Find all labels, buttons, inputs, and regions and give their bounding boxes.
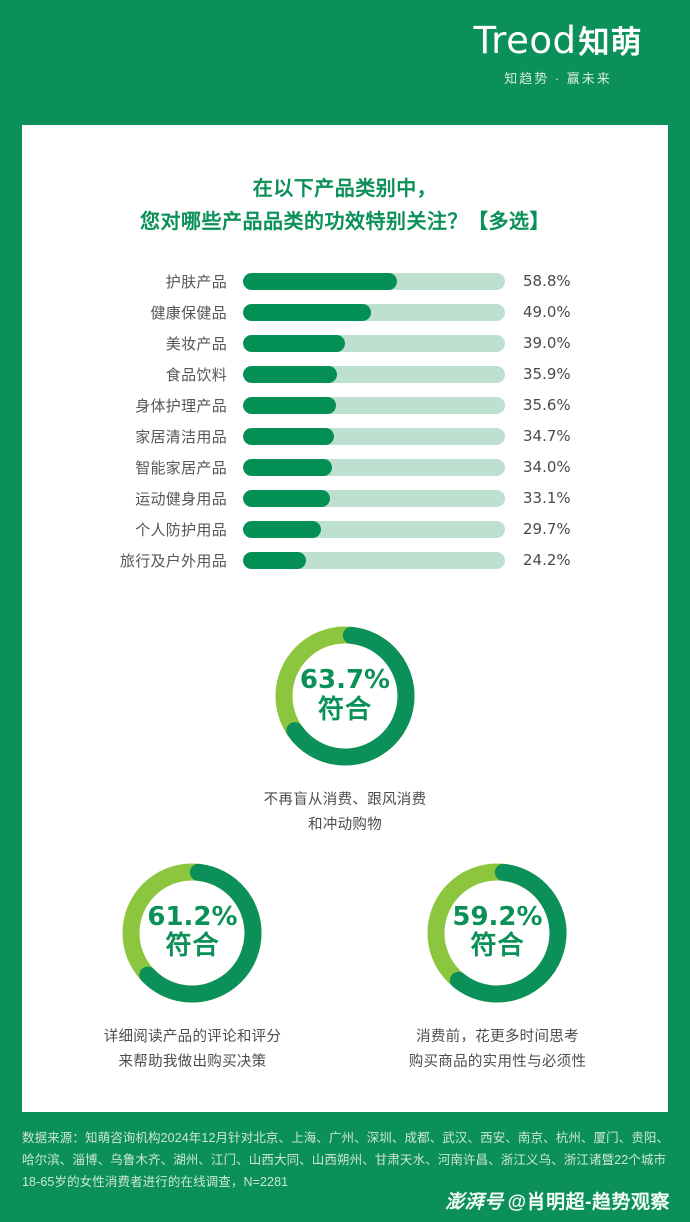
bar-row: 身体护理产品 35.6% — [38, 391, 668, 419]
bar-track — [243, 396, 505, 414]
bar-track — [243, 365, 505, 383]
bar-value-label: 39.0% — [523, 334, 571, 352]
bar-value-label: 33.1% — [523, 489, 571, 507]
bar-category-label: 美妆产品 — [165, 335, 227, 353]
bar-fill — [243, 334, 346, 352]
bar-fill — [243, 396, 337, 414]
bar-fill — [243, 303, 372, 321]
bar-track — [243, 551, 505, 569]
donut-caption-line: 和冲动购物 — [308, 817, 382, 834]
donut-chart: 59.2% 符合 — [419, 855, 575, 1011]
logo-tagline: 知趋势 · 赢未来 — [504, 71, 612, 86]
page-title-line-1: 在以下产品类别中， — [252, 178, 438, 200]
footer-source-note: 数据来源：知萌咨询机构2024年12月针对北京、上海、广州、深圳、成都、武汉、西… — [22, 1131, 670, 1189]
donut-caption-line: 消费前，花更多时间思考 — [416, 1028, 579, 1045]
bar-row: 旅行及户外用品 24.2% — [38, 546, 668, 574]
bar-fill — [243, 365, 338, 383]
bar-row: 智能家居产品 34.0% — [38, 453, 668, 481]
bar-value-label: 29.7% — [523, 520, 571, 538]
donut-caption-line: 不再盲从消费、跟风消费 — [263, 792, 427, 808]
bar-track — [243, 489, 505, 507]
bar-category-label: 护肤产品 — [165, 273, 227, 291]
bar-row: 个人防护用品 29.7% — [38, 515, 668, 543]
bar-track — [243, 427, 505, 445]
logo-latin-text: Treod — [473, 19, 577, 62]
bar-category-label: 智能家居产品 — [135, 459, 227, 477]
watermark: 澎湃号 @肖明超-趋势观察 — [445, 1187, 670, 1214]
bar-fill — [243, 489, 330, 507]
brand-logo: Treod 知萌 知趋势 · 赢未来 — [448, 22, 668, 87]
logo-wordmark: Treod 知萌 — [448, 22, 668, 59]
bar-category-label: 食品饮料 — [165, 366, 227, 384]
donut-group-top: 63.7% 符合不再盲从消费、跟风消费 和冲动购物 — [22, 618, 668, 839]
bar-value-label: 35.9% — [523, 365, 571, 383]
bar-track — [243, 520, 505, 538]
bar-row: 食品饮料 35.9% — [38, 360, 668, 388]
donut-chart: 61.2% 符合 — [114, 855, 270, 1011]
bar-fill — [243, 520, 321, 538]
donut-caption-line: 来帮助我做出购买决策 — [118, 1054, 267, 1071]
donut-unit: 61.2% 符合详细阅读产品的评论和评分 来帮助我做出购买决策 — [104, 855, 282, 1076]
bar-fill — [243, 551, 307, 569]
watermark-platform: 澎湃号 — [445, 1192, 504, 1213]
bar-row: 护肤产品 58.8% — [38, 267, 668, 295]
bar-track — [243, 334, 505, 352]
bar-row: 运动健身用品 33.1% — [38, 484, 668, 512]
bar-value-label: 24.2% — [523, 551, 571, 569]
bar-fill — [243, 427, 334, 445]
donut-unit: 63.7% 符合不再盲从消费、跟风消费 和冲动购物 — [264, 618, 427, 839]
bar-category-label: 个人防护用品 — [135, 521, 227, 539]
page-header: Treod 知萌 知趋势 · 赢未来 — [0, 0, 690, 125]
donut-caption: 详细阅读产品的评论和评分 来帮助我做出购买决策 — [104, 1025, 282, 1076]
watermark-account: @肖明超-趋势观察 — [507, 1192, 670, 1213]
bar-track — [243, 272, 505, 290]
donut-unit: 59.2% 符合消费前，花更多时间思考 购买商品的实用性与必须性 — [409, 855, 587, 1076]
donut-group-bottom: 61.2% 符合详细阅读产品的评论和评分 来帮助我做出购买决策 59.2% 符合消费前，… — [22, 855, 668, 1076]
donut-chart: 63.7% 符合 — [267, 618, 423, 774]
bar-row: 健康保健品 49.0% — [38, 298, 668, 326]
bar-value-label: 34.0% — [523, 458, 571, 476]
bar-chart: 护肤产品 58.8% 健康保健品 49.0% 美妆产品 39.0% 食品饮料 35.9% 身体护… — [22, 267, 668, 574]
bar-value-label: 58.8% — [523, 272, 571, 290]
bar-fill — [243, 272, 398, 290]
bar-fill — [243, 458, 333, 476]
bar-value-label: 35.6% — [523, 396, 571, 414]
bar-track — [243, 458, 505, 476]
bar-category-label: 身体护理产品 — [135, 397, 227, 415]
donut-caption-line: 详细阅读产品的评论和评分 — [103, 1028, 282, 1045]
page-title: 在以下产品类别中， 您对哪些产品品类的功效特别关注？【多选】 — [22, 125, 668, 239]
logo-cjk-text: 知萌 — [578, 25, 643, 60]
bar-value-label: 49.0% — [523, 303, 571, 321]
donut-caption-line: 购买商品的实用性与必须性 — [408, 1054, 587, 1071]
bar-row: 家居清洁用品 34.7% — [38, 422, 668, 450]
bar-category-label: 运动健身用品 — [135, 490, 227, 508]
bar-category-label: 家居清洁用品 — [135, 428, 227, 446]
bar-row: 美妆产品 39.0% — [38, 329, 668, 357]
donut-caption: 不再盲从消费、跟风消费 和冲动购物 — [264, 788, 427, 839]
bar-value-label: 34.7% — [523, 427, 571, 445]
bar-category-label: 健康保健品 — [150, 304, 227, 322]
bar-track — [243, 303, 505, 321]
content-card: 在以下产品类别中， 您对哪些产品品类的功效特别关注？【多选】 护肤产品 58.8%… — [22, 125, 668, 1112]
bar-category-label: 旅行及户外用品 — [119, 552, 227, 570]
donut-caption: 消费前，花更多时间思考 购买商品的实用性与必须性 — [409, 1025, 587, 1076]
page-title-line-2: 您对哪些产品品类的功效特别关注？【多选】 — [140, 211, 550, 233]
